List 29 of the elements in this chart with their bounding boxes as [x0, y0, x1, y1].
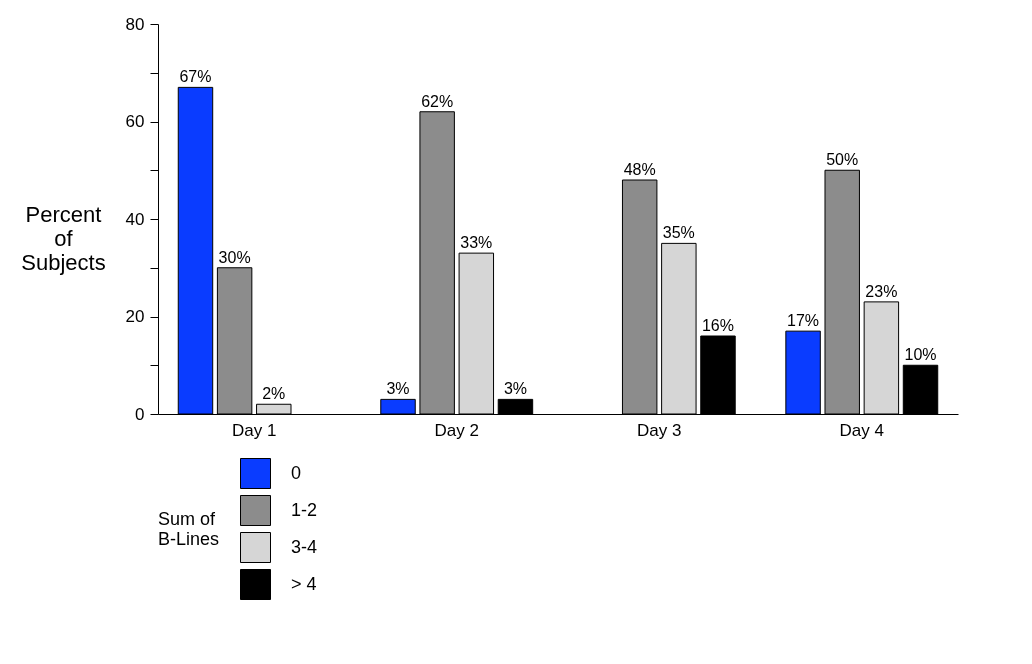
x-tick-label: Day 1 — [231, 420, 277, 440]
legend-label: > 4 — [291, 573, 317, 594]
y-tick-label: 40 — [125, 209, 145, 229]
legend-label: 1-2 — [291, 499, 318, 520]
data-label: 10% — [904, 346, 937, 364]
data-label: 2% — [262, 385, 286, 403]
legend-label: 3-4 — [291, 536, 318, 557]
legend-title: Sum of B-Lines — [158, 509, 220, 549]
data-label: 50% — [826, 151, 859, 169]
data-label: 67% — [179, 68, 212, 86]
legend-label: 0 — [291, 462, 302, 483]
y-tick-label: 60 — [125, 112, 145, 131]
data-label: 17% — [787, 312, 820, 330]
y-tick-label: 20 — [125, 307, 145, 326]
data-label: 48% — [623, 161, 656, 178]
data-label: 35% — [662, 224, 695, 242]
data-label: 16% — [701, 317, 735, 334]
data-label: 30% — [218, 248, 251, 266]
y-axis-title: Percent of Subjects — [21, 201, 106, 275]
y-tick-label: 0 — [135, 404, 145, 424]
data-label: 62% — [421, 92, 454, 110]
data-label: 33% — [460, 234, 493, 252]
data-label: 23% — [865, 282, 898, 300]
x-tick-label: Day 4 — [839, 420, 885, 440]
x-tick-label: Day 3 — [637, 420, 682, 440]
data-label: 3% — [386, 380, 410, 398]
x-tick-label: Day 2 — [434, 420, 479, 440]
y-tick-label: 80 — [125, 14, 145, 34]
data-label: 3% — [503, 380, 528, 398]
